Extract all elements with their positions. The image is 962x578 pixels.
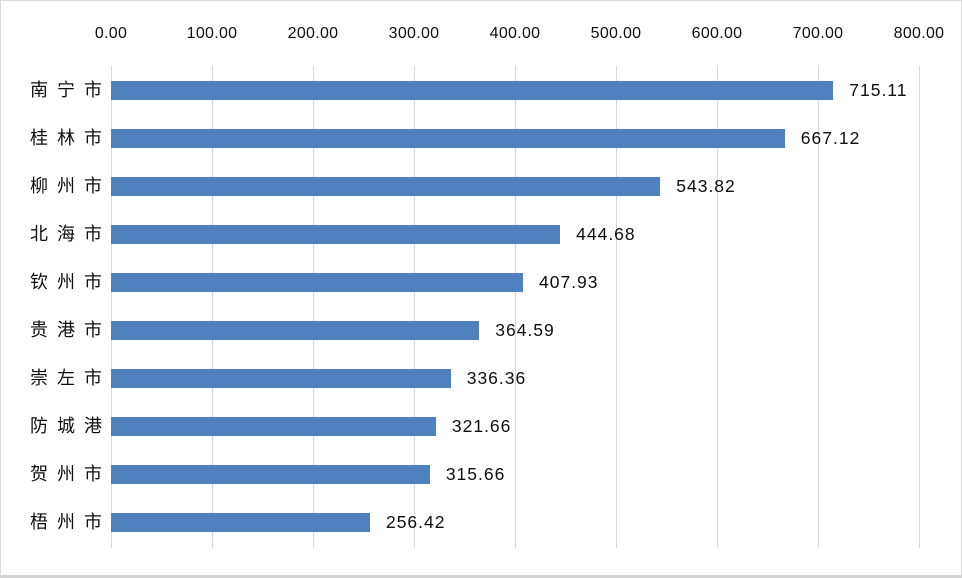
bar-row: 北海市 444.68: [1, 210, 961, 258]
bar: [111, 80, 834, 100]
category-label-text: 崇左市: [30, 368, 111, 388]
bar: [111, 464, 430, 484]
value-label: 715.11: [849, 80, 908, 100]
bar-row: 桂林市 667.12: [1, 114, 961, 162]
bar: [111, 224, 561, 244]
gridline: [919, 66, 920, 548]
category-label-text: 桂林市: [30, 128, 111, 148]
bar-row: 柳州市 543.82: [1, 162, 961, 210]
value-label: 667.12: [800, 128, 861, 148]
bar-row: 崇左市 336.36: [1, 354, 961, 402]
bar: [111, 368, 451, 388]
bar: [111, 176, 661, 196]
value-label: 315.66: [445, 464, 506, 484]
category-label-text: 柳州市: [30, 176, 111, 196]
category-label: 钦州市: [1, 258, 102, 306]
value-label: 364.59: [495, 320, 555, 340]
gridline: [515, 66, 516, 548]
gridline: [616, 66, 617, 548]
bar: [111, 512, 370, 532]
bar: [111, 320, 480, 340]
x-axis-tick-label: 300.00: [388, 25, 440, 42]
category-label: 桂林市: [1, 114, 102, 162]
bar-row: 贵港市 364.59: [1, 306, 961, 354]
x-axis-tick-label: 700.00: [792, 25, 844, 42]
category-label-text: 钦州市: [30, 272, 111, 292]
gridline: [111, 66, 112, 548]
category-label-text: 贵港市: [30, 320, 111, 340]
value-label: 543.82: [676, 176, 736, 196]
category-label: 贺州市: [1, 450, 102, 498]
value-label: 336.36: [466, 368, 527, 388]
gridline: [313, 66, 314, 548]
value-label: 321.66: [451, 416, 512, 436]
bar-row: 南宁市 715.11: [1, 66, 961, 114]
x-axis-tick-label: 800.00: [893, 25, 945, 42]
x-axis-tick-label: 600.00: [691, 25, 743, 42]
category-label-text: 北海市: [30, 224, 111, 244]
x-axis-tick-label: 100.00: [186, 25, 238, 42]
x-axis-tick-label: 200.00: [287, 25, 339, 42]
gridline: [414, 66, 415, 548]
value-label: 407.93: [539, 272, 599, 292]
value-label: 256.42: [385, 512, 446, 532]
bar: [111, 416, 436, 436]
category-label: 柳州市: [1, 162, 102, 210]
category-label-text: 南宁市: [30, 80, 111, 100]
category-label-text: 贺州市: [30, 464, 111, 484]
category-label-text: 梧州市: [30, 512, 111, 532]
x-axis-tick-label: 0.00: [94, 25, 128, 42]
category-label-text: 防城港: [30, 416, 111, 436]
bar: [111, 272, 523, 292]
gridline: [717, 66, 718, 548]
category-label: 北海市: [1, 210, 102, 258]
bar: [111, 128, 785, 148]
gridline: [212, 66, 213, 548]
category-label: 南宁市: [1, 66, 102, 114]
x-axis-tick-label: 500.00: [590, 25, 642, 42]
bar-row: 钦州市 407.93: [1, 258, 961, 306]
category-label: 崇左市: [1, 354, 102, 402]
category-label: 防城港: [1, 402, 102, 450]
bar-row: 梧州市 256.42: [1, 498, 961, 546]
bar-row: 贺州市 315.66: [1, 450, 961, 498]
category-label: 贵港市: [1, 306, 102, 354]
category-label: 梧州市: [1, 498, 102, 546]
gridline: [818, 66, 819, 548]
value-label: 444.68: [576, 224, 636, 244]
x-axis: 0.00 100.00 200.00 300.00 400.00 500.00 600.00…: [1, 1, 961, 66]
bar-row: 防城港 321.66: [1, 402, 961, 450]
x-axis-tick-label: 400.00: [489, 25, 541, 42]
